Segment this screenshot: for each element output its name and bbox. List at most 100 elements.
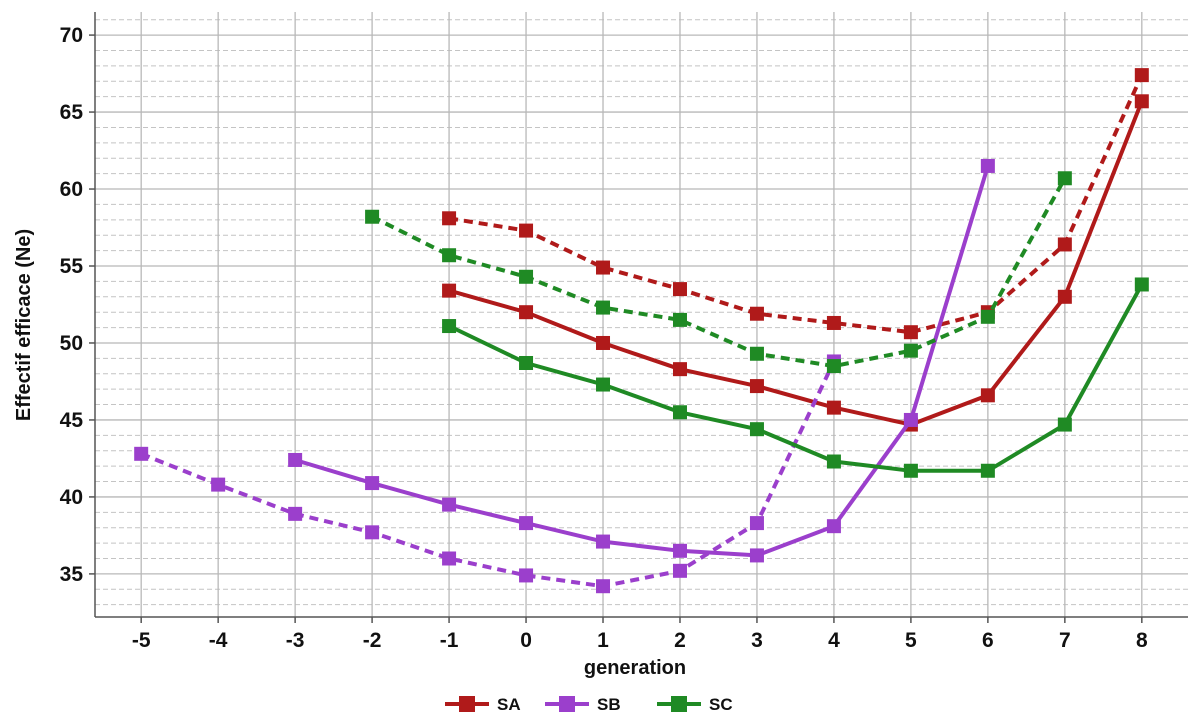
legend-item-sb: SB — [545, 695, 621, 714]
data-point — [519, 223, 534, 238]
data-point — [903, 463, 918, 478]
series-sc-dashed — [365, 171, 1072, 374]
data-point — [672, 312, 687, 327]
data-point — [826, 454, 841, 469]
x-tick-label: 7 — [1059, 629, 1071, 652]
x-tick-label: -2 — [363, 629, 382, 652]
y-tick-label: 60 — [60, 178, 83, 201]
series-sa-dashed — [442, 68, 1149, 340]
data-point — [1057, 417, 1072, 432]
y-tick-label: 65 — [60, 101, 84, 124]
data-point — [596, 335, 611, 350]
x-tick-label: 2 — [674, 629, 686, 652]
series-sb-dashed — [134, 354, 841, 594]
data-point — [596, 260, 611, 275]
legend-item-sa: SA — [445, 695, 521, 714]
data-point — [1057, 289, 1072, 304]
data-point — [1134, 277, 1149, 292]
data-point — [980, 309, 995, 324]
data-point — [442, 211, 457, 226]
data-point — [1134, 68, 1149, 83]
x-tick-label: 5 — [905, 629, 917, 652]
data-point — [442, 319, 457, 334]
x-tick-label: -3 — [286, 629, 305, 652]
data-point — [672, 543, 687, 558]
x-tick-label: 8 — [1136, 629, 1148, 652]
data-point — [826, 519, 841, 534]
data-point — [211, 477, 226, 492]
x-tick-label: 6 — [982, 629, 994, 652]
data-point — [442, 497, 457, 512]
data-point — [980, 463, 995, 478]
data-point — [672, 362, 687, 377]
major-gridlines — [95, 12, 1188, 617]
y-tick-label: 50 — [60, 332, 83, 355]
legend-marker — [459, 696, 475, 712]
y-tick-label: 45 — [60, 409, 84, 432]
data-point — [826, 315, 841, 330]
data-point — [1057, 171, 1072, 186]
legend-marker — [671, 696, 687, 712]
data-point — [596, 579, 611, 594]
x-tick-label: 1 — [597, 629, 609, 652]
data-point — [1057, 237, 1072, 252]
y-tick-label: 70 — [60, 24, 83, 47]
data-point — [134, 446, 149, 461]
series-line — [448, 283, 1144, 473]
data-point — [749, 379, 764, 394]
data-point — [365, 476, 380, 491]
data-point — [672, 282, 687, 297]
data-point — [1134, 94, 1149, 109]
data-point — [596, 534, 611, 549]
y-axis-tick-labels: 35 40 45 50 55 60 65 70 — [60, 24, 84, 586]
x-axis-tick-labels: -5 -4 -3 -2 -1 0 1 2 3 4 5 6 7 8 — [132, 629, 1148, 652]
legend: SA SB SC — [445, 695, 733, 714]
data-point — [365, 209, 380, 224]
x-tick-label: -4 — [209, 629, 228, 652]
data-point — [519, 305, 534, 320]
data-point — [903, 412, 918, 427]
data-point — [519, 355, 534, 370]
data-point — [365, 525, 380, 540]
data-point — [519, 568, 534, 583]
series-line — [294, 165, 990, 558]
data-point — [672, 563, 687, 578]
y-tick-label: 40 — [60, 486, 83, 509]
data-point — [826, 400, 841, 415]
data-point — [826, 359, 841, 374]
x-tick-label: -5 — [132, 629, 151, 652]
x-tick-label: -1 — [440, 629, 459, 652]
data-point — [903, 343, 918, 358]
x-tick-label: 0 — [520, 629, 532, 652]
data-point — [980, 388, 995, 403]
data-point — [749, 306, 764, 321]
data-point — [519, 269, 534, 284]
x-tick-label: 3 — [751, 629, 763, 652]
x-tick-label: 4 — [828, 629, 840, 652]
data-point — [288, 506, 303, 521]
legend-item-sc: SC — [657, 695, 733, 714]
data-point — [749, 346, 764, 361]
series-line — [371, 177, 1067, 369]
data-point — [442, 551, 457, 566]
series-line — [140, 360, 836, 589]
legend-label: SB — [597, 695, 621, 714]
x-axis-title: generation — [584, 657, 686, 679]
data-point — [749, 548, 764, 563]
series-line — [448, 100, 1144, 427]
legend-label: SA — [497, 695, 521, 714]
data-point — [288, 452, 303, 467]
data-point — [519, 516, 534, 531]
data-point — [442, 283, 457, 298]
series-line — [448, 74, 1144, 335]
series-sc-solid — [442, 277, 1149, 478]
series-sb-solid — [288, 158, 995, 563]
series-layer — [134, 68, 1149, 594]
data-point — [903, 325, 918, 340]
data-point — [749, 422, 764, 437]
legend-marker — [559, 696, 575, 712]
data-point — [749, 516, 764, 531]
y-axis-title: Effectif efficace (Ne) — [13, 229, 35, 421]
y-tick-label: 35 — [60, 563, 84, 586]
